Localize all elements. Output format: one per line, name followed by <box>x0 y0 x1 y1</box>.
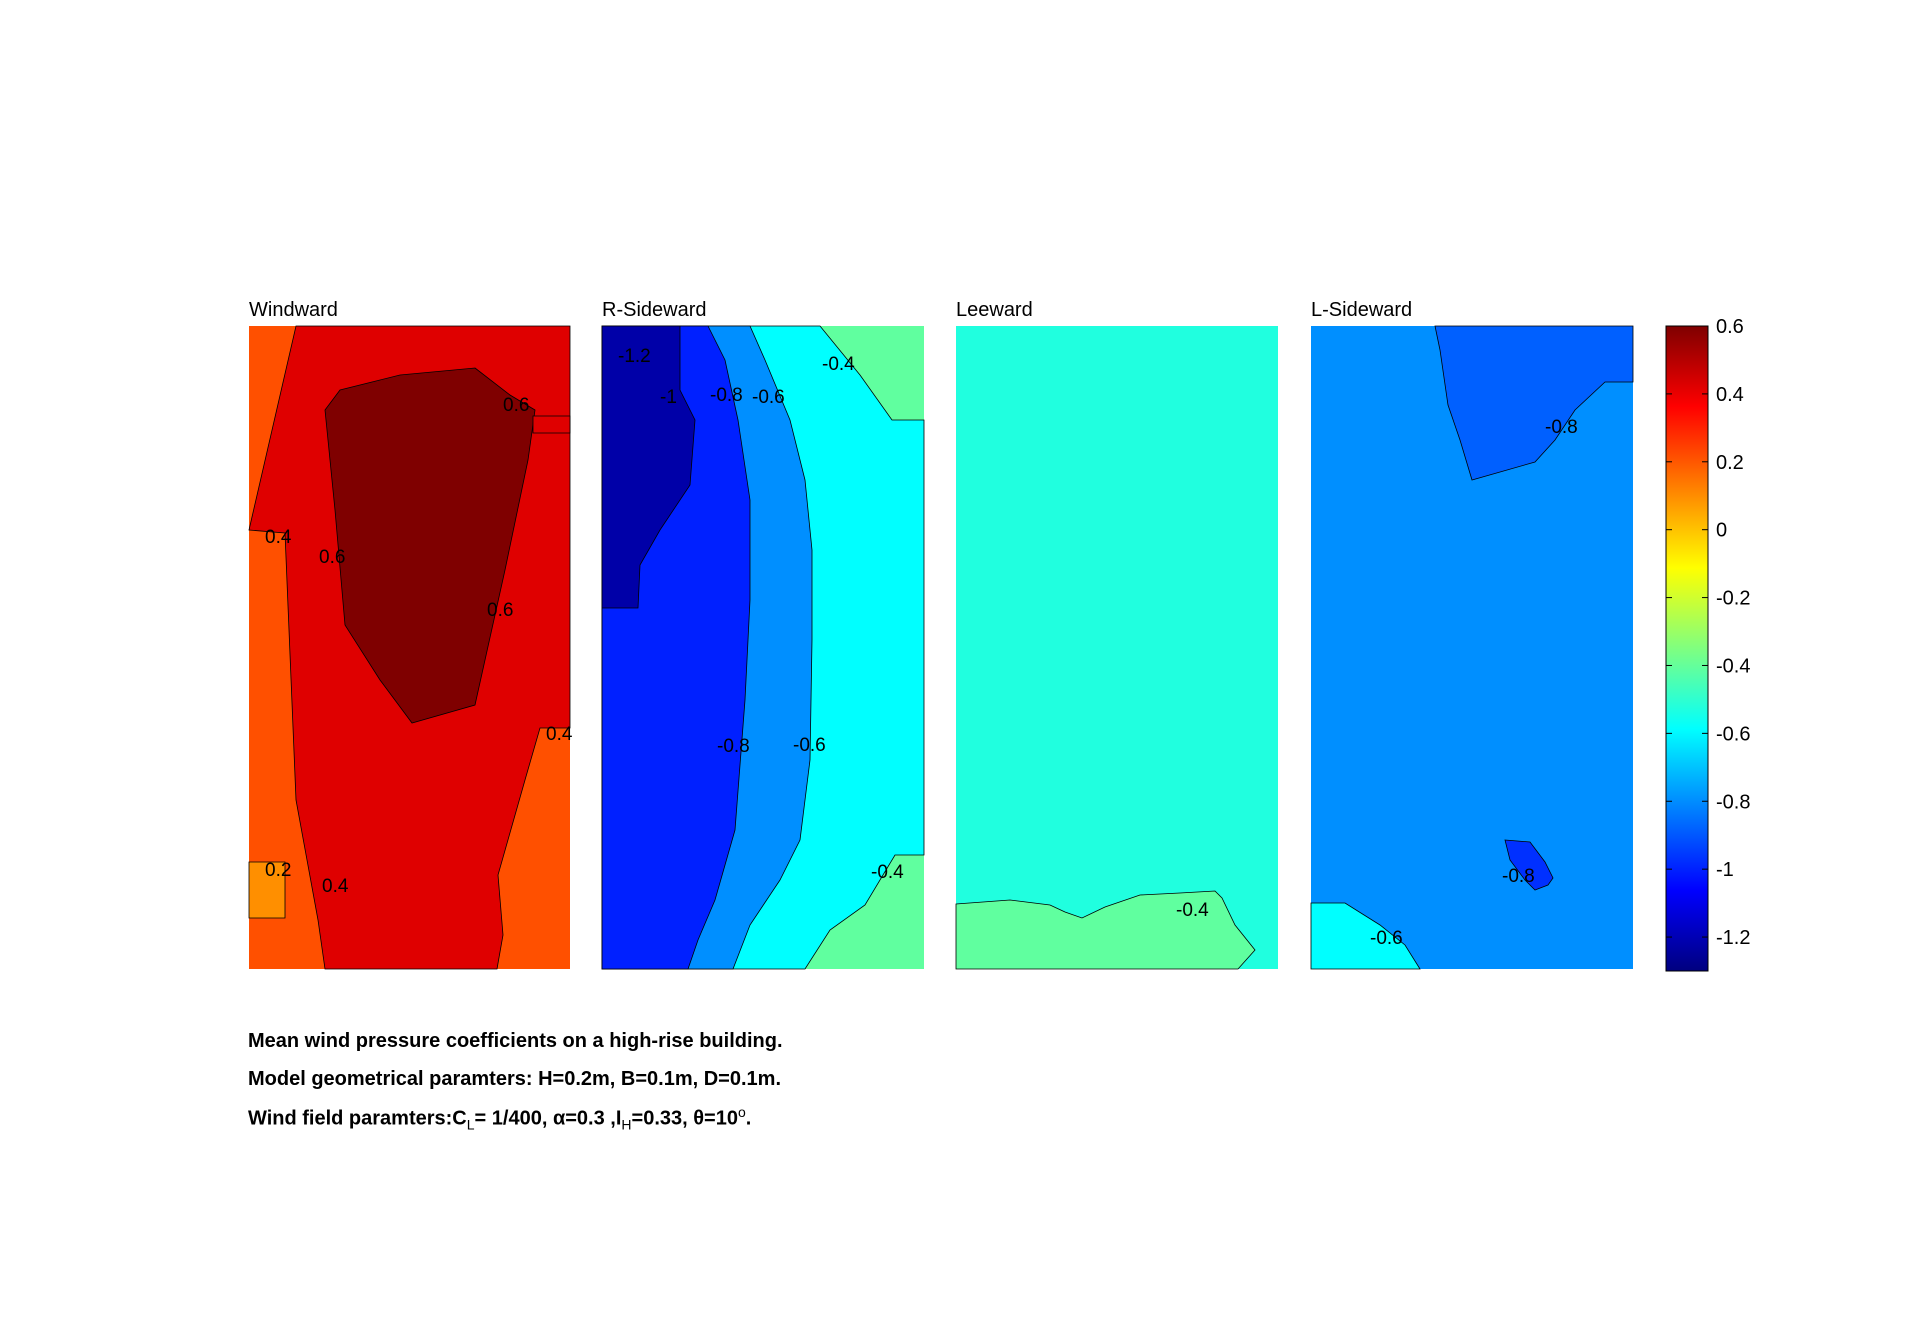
colorbar-tick-label: -1.2 <box>1716 927 1750 949</box>
caption-cl-value: = 1/400, α=0.3 ,I <box>474 1107 622 1130</box>
contour-label: 0.4 <box>322 876 349 897</box>
contour-region <box>532 415 571 434</box>
colorbar: 0.6 0.4 0.2 0 -0.2 -0.4 -0.6 -0.8 -1 -1.2 <box>1665 316 1750 972</box>
colorbar-tick-label: -0.2 <box>1716 588 1750 610</box>
contour-region <box>601 325 696 609</box>
contour-label: -0.8 <box>717 736 750 757</box>
contour-label: -0.8 <box>1502 866 1535 887</box>
caption-ih-subscript: H <box>621 1116 632 1133</box>
contour-label: 0.2 <box>265 860 291 881</box>
contour-label: -0.6 <box>1370 928 1403 949</box>
colorbar-tick-label: -0.6 <box>1716 723 1750 745</box>
contour-label: -1 <box>660 387 677 408</box>
contour-region <box>1504 839 1554 891</box>
panel-r-sideward: R-Sideward -1.2 -1 -0.8 -0.6 -0.4 -0.8 -… <box>601 299 925 970</box>
caption-cl-subscript: L <box>466 1116 475 1133</box>
colorbar-tick-label: -0.4 <box>1716 655 1750 677</box>
panel-leeward: Leeward -0.4 <box>955 299 1278 970</box>
caption-prefix: Wind field paramters:C <box>248 1107 467 1130</box>
contour-label: -0.6 <box>793 735 826 756</box>
contour-label: -0.8 <box>1545 417 1578 438</box>
caption-line-2: Model geometrical paramters: H=0.2m, B=0… <box>248 1068 781 1090</box>
contour-label: 0.6 <box>503 395 529 416</box>
contour-label: -0.4 <box>1176 900 1209 921</box>
contour-label: -0.4 <box>822 354 855 375</box>
contour-label: 0.4 <box>546 724 573 745</box>
colorbar-ticks: 0.6 0.4 0.2 0 -0.2 -0.4 -0.6 -0.8 -1 -1.2 <box>1666 316 1750 949</box>
colorbar-tick-label: 0.6 <box>1716 316 1744 338</box>
contour-region <box>956 326 1278 969</box>
caption-line-1: Mean wind pressure coefficients on a hig… <box>248 1030 783 1052</box>
contour-region <box>248 861 286 919</box>
contour-label: -0.8 <box>710 385 743 406</box>
panel-windward: Windward 0.6 0.4 0.6 0.6 0.4 0.2 0.4 <box>248 299 573 970</box>
colorbar-tick-label: -0.8 <box>1716 791 1750 813</box>
caption-line-3: Wind field paramters:CL= 1/400, α=0.3 ,I… <box>248 1104 751 1133</box>
colorbar-tick-label: 0.4 <box>1716 384 1744 406</box>
colorbar-tick-label: 0 <box>1716 520 1727 542</box>
contour-label: 0.4 <box>265 527 292 548</box>
caption-suffix: . <box>745 1107 752 1130</box>
panel-title: Leeward <box>956 299 1033 321</box>
panel-title: Windward <box>249 299 338 321</box>
contour-label: -1.2 <box>618 346 651 367</box>
panel-title: R-Sideward <box>602 299 706 321</box>
contour-label: 0.6 <box>487 600 513 621</box>
caption-theta-superscript: o <box>738 1104 746 1120</box>
colorbar-tick-label: 0.2 <box>1716 452 1744 474</box>
contour-label: -0.6 <box>752 387 785 408</box>
colorbar-scale <box>1665 325 1709 972</box>
panel-l-sideward: L-Sideward -0.8 -0.8 -0.6 <box>1310 299 1634 970</box>
contour-label: 0.6 <box>319 547 345 568</box>
contour-region <box>1434 325 1634 481</box>
contour-label: -0.4 <box>871 862 904 883</box>
panel-title: L-Sideward <box>1311 299 1412 321</box>
caption-ih-value: =0.33, θ=10 <box>631 1107 738 1130</box>
contour-region <box>1310 902 1421 970</box>
colorbar-tick-label: -1 <box>1716 859 1734 881</box>
contour-region <box>955 890 1256 970</box>
